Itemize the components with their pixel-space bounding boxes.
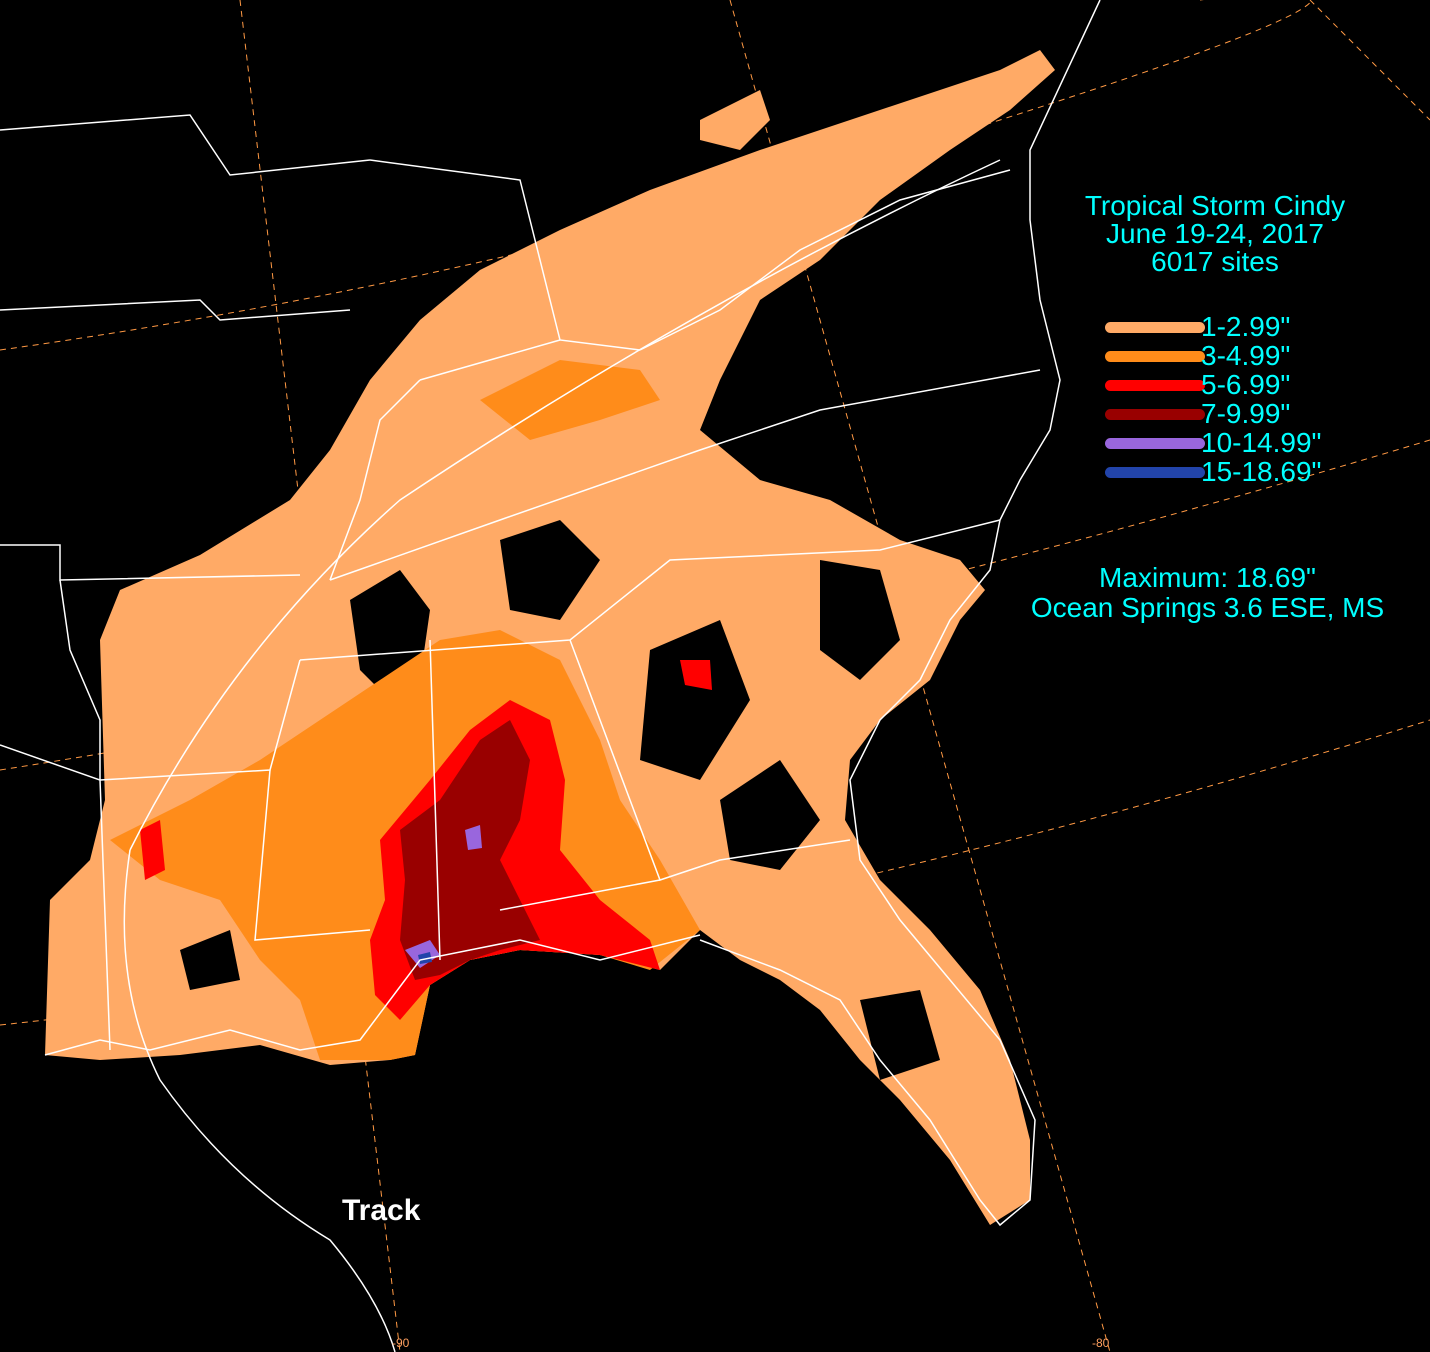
legend-swatch — [1105, 409, 1205, 420]
maximum-location: Ocean Springs 3.6 ESE, MS — [1030, 592, 1385, 623]
legend-label: 10-14.99" — [1201, 427, 1322, 458]
legend-label: 7-9.99" — [1201, 398, 1291, 429]
longitude-tick-90: -90 — [392, 1336, 410, 1350]
legend-label: 15-18.69" — [1201, 456, 1322, 487]
title-dates: June 19-24, 2017 — [1106, 218, 1324, 249]
longitude-tick-80: -80 — [1092, 1336, 1110, 1350]
dry-areas — [180, 520, 940, 1080]
rain-7-10in — [400, 720, 540, 980]
legend-swatch — [1105, 438, 1205, 449]
legend-label: 5-6.99" — [1201, 369, 1291, 400]
title-sites: 6017 sites — [1151, 246, 1279, 277]
title-storm: Tropical Storm Cindy — [1084, 190, 1346, 221]
track-label: Track — [342, 1194, 421, 1227]
legend-swatch — [1105, 351, 1205, 362]
maximum-value: Maximum: 18.69" — [1099, 562, 1316, 593]
title-block: Tropical Storm Cindy June 19-24, 2017 60… — [1030, 192, 1400, 276]
legend-label: 1-2.99" — [1201, 311, 1291, 342]
rain-15-19in — [418, 952, 432, 964]
legend-swatch — [1105, 467, 1205, 478]
maximum-block: Maximum: 18.69" Ocean Springs 3.6 ESE, M… — [985, 563, 1430, 623]
legend-swatch — [1105, 380, 1205, 391]
legend-swatch — [1105, 322, 1205, 333]
legend-label: 3-4.99" — [1201, 340, 1291, 371]
state-borders — [0, 0, 1101, 1352]
